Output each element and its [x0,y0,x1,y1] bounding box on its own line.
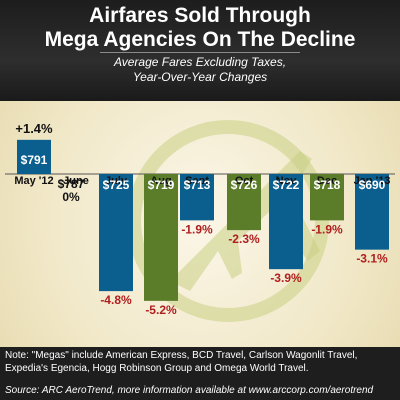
tick-label: Nov [276,175,298,187]
fare-label: $791 [21,153,48,167]
bar [17,139,51,174]
bar [310,174,344,221]
tick-label: Sept [185,175,209,187]
percent-label: -3.1% [356,252,388,266]
source-line: Source: ARC AeroTrend, more information … [5,385,374,396]
fare-label: $725 [103,178,130,192]
tick-label: Aug [150,175,171,187]
tick-label: May '12 [14,175,53,187]
tick-label: June [63,175,89,187]
tick-label: Oct [235,175,254,187]
percent-label: -2.3% [228,232,260,246]
chart-title: Airfares Sold Through Mega Agencies On Th… [44,4,356,51]
bar [144,174,178,301]
header-panel: Airfares Sold Through Mega Agencies On Th… [0,0,400,101]
percent-label: -4.8% [100,293,132,307]
fare-label: $718 [314,178,341,192]
fare-label: $787 [58,177,85,191]
percent-label: -3.9% [270,271,302,285]
title-divider [100,52,300,53]
chart-subtitle: Average Fares Excluding Taxes, Year-Over-… [113,55,287,84]
tick-label: Dec [317,175,337,187]
footnote: Note: "Megas" include American Express, … [5,350,358,374]
bar [227,174,261,231]
percent-label: -5.2% [145,303,177,317]
fare-label: $690 [359,178,386,192]
percent-label: -1.9% [181,222,213,236]
bars-group [17,139,389,301]
fare-label: $713 [184,178,211,192]
percent-label: +1.4% [15,121,53,136]
percent-label: -1.9% [311,222,343,236]
percent-label: 0% [62,190,80,204]
fare-label: $722 [273,178,300,192]
bar [269,174,303,270]
bar [99,174,133,292]
tick-label: July [105,175,128,187]
bar [355,174,389,250]
bar [180,174,214,221]
footer-panel: Note: "Megas" include American Express, … [0,347,400,400]
tick-label: Jan '13 [354,175,391,187]
fare-label: $719 [148,178,175,192]
fare-label: $726 [231,178,258,192]
